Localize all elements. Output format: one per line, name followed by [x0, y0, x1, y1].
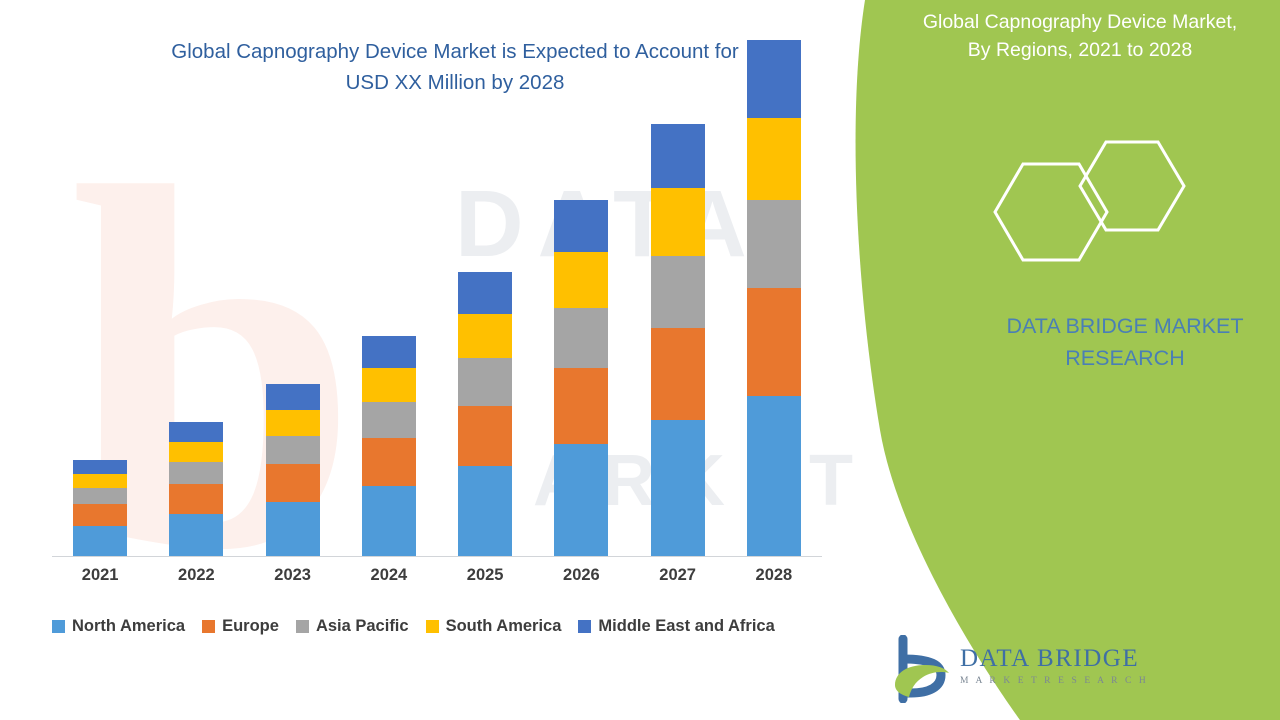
page-title-line-1: Global Capnography Device Market is Expe… — [171, 40, 739, 63]
legend-label: South America — [445, 617, 562, 635]
green-side-panel — [840, 0, 1280, 720]
legend-swatch-icon — [295, 620, 309, 633]
bar-segment — [73, 504, 128, 526]
bar-segment — [265, 410, 320, 436]
hexagon-badges — [975, 140, 1205, 285]
legend-item: Asia Pacific — [295, 617, 409, 636]
hexagon-2028 — [993, 162, 1109, 262]
x-axis-line — [52, 556, 822, 557]
bar-column — [650, 124, 705, 556]
bar-segment — [73, 460, 128, 474]
bar-segment — [458, 466, 513, 556]
x-axis-labels: 2021 2022 2023 2024 2025 2026 2027 2028 — [52, 566, 822, 596]
bar-segment — [169, 422, 224, 442]
bar-column — [746, 40, 801, 556]
legend-item: Europe — [202, 617, 279, 636]
bar-segment — [746, 288, 801, 396]
legend-label: Middle East and Africa — [598, 617, 775, 635]
x-axis-tick-label: 2027 — [659, 566, 696, 584]
panel-title-line-2: By Regions, 2021 to 2028 — [967, 39, 1193, 61]
x-axis-tick-label: 2022 — [178, 566, 215, 584]
legend-swatch-icon — [52, 620, 65, 633]
bar-column — [265, 384, 320, 556]
bar-segment — [458, 358, 513, 406]
bar-segment — [746, 118, 801, 200]
logo-sub-text: M A R K E T R E S E A R C H — [960, 676, 1149, 686]
bar-column — [169, 422, 224, 556]
bar-segment — [554, 308, 609, 368]
bar-segment — [458, 314, 513, 358]
legend-label: Europe — [222, 617, 279, 635]
bar-segment — [554, 368, 609, 444]
bar-segment — [746, 396, 801, 556]
page-title-line-2: USD XX Million by 2028 — [345, 71, 565, 94]
logo-main-text: DATA BRIDGE — [960, 645, 1140, 672]
bar-column — [73, 460, 128, 556]
legend-swatch-icon — [202, 620, 216, 633]
x-axis-tick-label: 2024 — [370, 566, 408, 584]
x-axis-tick-label: 2023 — [274, 566, 311, 584]
bar-segment — [73, 474, 128, 488]
bar-segment — [650, 124, 705, 188]
bar-segment — [361, 336, 416, 368]
x-axis-tick-label: 2021 — [81, 566, 119, 584]
brand-name-line-1: DATA BRIDGE MARKET — [1006, 314, 1244, 338]
legend-item: South America — [425, 617, 562, 636]
legend-label: North America — [72, 617, 186, 635]
bar-segment — [361, 486, 416, 556]
bar-segment — [746, 200, 801, 288]
bar-segment — [169, 462, 224, 484]
bar-segment — [169, 514, 224, 556]
bar-segment — [265, 384, 320, 410]
bar-segment — [169, 484, 224, 514]
bar-column — [458, 272, 513, 556]
bar-segment — [458, 406, 513, 466]
bar-segment — [361, 402, 416, 438]
x-axis-tick-label: 2026 — [563, 566, 600, 584]
bar-segment — [361, 438, 416, 486]
bar-segment — [169, 442, 224, 462]
bar-segment — [265, 464, 320, 502]
bar-segment — [458, 272, 513, 314]
bar-segment — [554, 444, 609, 556]
legend-swatch-icon — [425, 620, 439, 633]
stacked-bar-chart — [52, 40, 822, 556]
bar-segment — [746, 40, 801, 118]
bar-segment — [554, 200, 609, 252]
data-bridge-logo-icon — [885, 634, 1115, 704]
chart-legend: North America Europe Asia Pacific South Ame… — [52, 617, 842, 636]
data-bridge-logo-text: DATA BRIDGE M A R K E T R E S E A R C H — [960, 645, 1148, 686]
bar-segment — [361, 368, 416, 402]
bar-segment — [265, 436, 320, 464]
bar-segment — [650, 328, 705, 420]
x-axis-tick-label: 2025 — [466, 566, 504, 584]
legend-item: North America — [52, 617, 185, 636]
brand-name-line-2: RESEARCH — [1065, 346, 1185, 370]
bar-segment — [73, 488, 128, 504]
panel-title-line-1: Global Capnography Device Market, — [922, 11, 1238, 33]
legend-label: Asia Pacific — [315, 617, 409, 635]
bar-segment — [650, 256, 705, 328]
bar-column — [554, 200, 609, 556]
panel-title: Global Capnography Device Market, By Reg… — [880, 8, 1280, 64]
bar-segment — [554, 252, 609, 308]
bar-segment — [650, 188, 705, 256]
bar-segment — [650, 420, 705, 556]
bar-column — [361, 336, 416, 556]
bar-segment — [265, 502, 320, 556]
page-title: Global Capnography Device Market is Expe… — [60, 36, 850, 98]
bar-segment — [73, 526, 128, 556]
brand-name: DATA BRIDGE MARKET RESEARCH — [960, 310, 1280, 374]
legend-item: Middle East and Africa — [578, 617, 775, 636]
legend-swatch-icon — [578, 620, 592, 633]
x-axis-tick-label: 2028 — [755, 566, 793, 584]
hexagon-2021 — [1078, 140, 1186, 232]
